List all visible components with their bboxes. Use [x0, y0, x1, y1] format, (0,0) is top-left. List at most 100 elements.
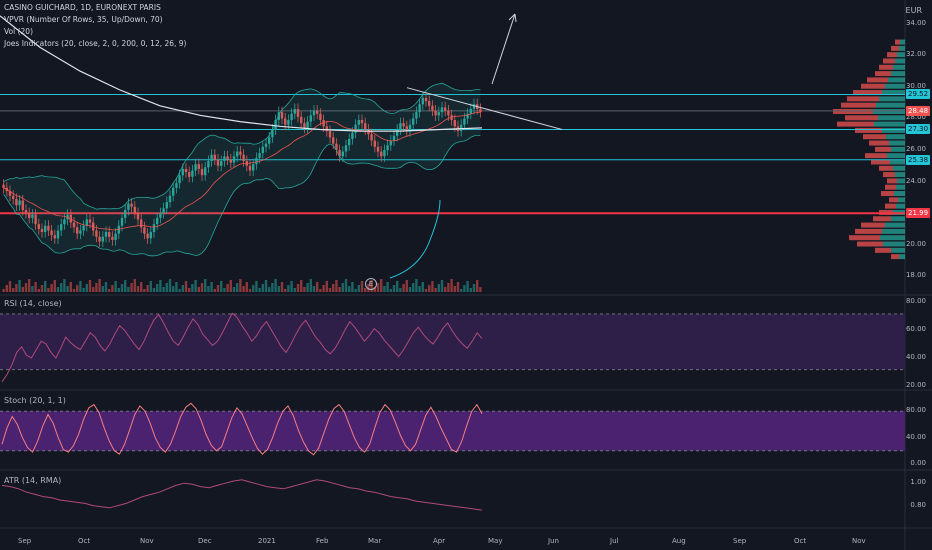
volume-bar: [82, 288, 85, 292]
volume-bar: [79, 281, 82, 292]
volume-bar: [50, 284, 53, 292]
candle-body: [152, 224, 156, 233]
candle-body: [63, 219, 66, 225]
volume-bar: [261, 284, 264, 292]
candle-body: [328, 131, 332, 138]
volume-bar: [351, 282, 354, 292]
candle-body: [85, 219, 88, 226]
time-axis-label: 2021: [258, 537, 276, 545]
volume-bar: [72, 289, 76, 292]
oscillator-tick-label: 40.00: [905, 353, 926, 361]
volume-bar: [431, 281, 434, 292]
volume-bar: [338, 287, 341, 292]
candle-body: [56, 230, 60, 239]
vpvr-bar-down: [895, 39, 900, 45]
vpvr-bar-up: [876, 102, 905, 108]
vpvr-bar-up: [893, 64, 905, 70]
oscillator-tick-label: 1.00: [910, 478, 926, 487]
indicator-joes[interactable]: Joes Indicators (20, close, 2, 0, 200, 0…: [4, 39, 187, 48]
volume-bar: [309, 279, 312, 292]
bollinger-lower: [3, 135, 481, 257]
volume-bar: [472, 284, 476, 292]
candle-body: [280, 112, 284, 119]
volume-bar: [450, 279, 453, 292]
candle-body: [312, 110, 316, 116]
vpvr-bar-up: [890, 159, 905, 165]
indicator-vpvr[interactable]: VPVR (Number Of Rows, 35, Up/Down, 70): [4, 15, 163, 24]
volume-bar: [239, 279, 242, 292]
time-axis-label: Oct: [794, 537, 807, 545]
volume-bar: [245, 282, 248, 292]
candle-body: [210, 154, 213, 162]
vpvr-bar-up: [874, 121, 905, 127]
rsi-line: [1, 312, 483, 383]
earnings-event-marker[interactable]: E: [365, 278, 377, 290]
volume-bar: [44, 281, 47, 292]
price-tick-label: 24.00: [905, 176, 926, 185]
volume-bar: [373, 287, 376, 292]
candle-body: [424, 97, 428, 102]
vpvr-bar-down: [879, 64, 893, 70]
volume-bar: [188, 288, 191, 292]
candle-body: [172, 187, 175, 196]
stoch-pane-title[interactable]: Stoch (20, 1, 1): [4, 396, 66, 405]
volume-bar: [111, 285, 114, 292]
candle-body: [434, 110, 437, 116]
candle-body: [268, 137, 271, 144]
time-axis-label: Feb: [316, 537, 329, 545]
vpvr-bar-down: [883, 58, 895, 64]
oscillator-tick-label: 20.00: [905, 381, 926, 389]
vpvr-bar-down: [855, 228, 882, 234]
candle-body: [76, 227, 79, 234]
volume-bar: [424, 289, 428, 292]
candle-body: [290, 113, 293, 121]
volume-bar: [223, 288, 226, 292]
candle-body: [348, 138, 351, 146]
candle-body: [184, 168, 188, 173]
volume-bar: [357, 285, 360, 292]
vpvr-bar-down: [869, 140, 889, 146]
candle-body: [168, 195, 172, 203]
volume-bar: [268, 287, 271, 292]
candle-body: [354, 124, 357, 133]
volume-bar: [322, 285, 325, 292]
vpvr-bar-up: [879, 96, 905, 102]
price-level-badge: 21.99: [906, 208, 931, 219]
vpvr-bar-down: [891, 45, 899, 51]
volume-bar: [88, 280, 92, 292]
candle-body: [146, 233, 149, 239]
candle-body: [213, 154, 216, 160]
candle-body: [95, 230, 98, 237]
volume-bar: [466, 281, 469, 292]
candle-body: [136, 213, 140, 220]
volume-bar: [152, 288, 156, 292]
candle-body: [412, 118, 415, 125]
candle-body: [428, 101, 431, 106]
volume-bar: [402, 284, 405, 292]
volume-bar: [456, 282, 460, 292]
volume-bar: [300, 280, 303, 292]
candle-body: [396, 129, 399, 136]
volume-bar: [175, 282, 178, 292]
indicator-vol[interactable]: Vol (20): [4, 27, 34, 36]
volume-bar: [60, 283, 63, 292]
atr-pane-title[interactable]: ATR (14, RMA): [4, 476, 62, 485]
vpvr-bar-up: [895, 172, 905, 178]
atr-line: [1, 479, 483, 511]
volume-bar: [364, 288, 367, 292]
time-axis-label: May: [488, 537, 503, 545]
candle-body: [98, 236, 101, 242]
volume-bar: [460, 289, 463, 292]
candle-body: [264, 143, 268, 147]
vpvr-bar-down: [885, 184, 896, 190]
volume-bar: [184, 281, 188, 292]
candle-body: [50, 230, 53, 236]
volume-bar: [476, 280, 479, 292]
volume-bar: [437, 284, 440, 292]
candle-body: [444, 107, 447, 111]
volume-bar: [316, 282, 319, 292]
volume-bar: [178, 289, 181, 292]
rsi-pane-title[interactable]: RSI (14, close): [4, 299, 62, 308]
volume-bar: [293, 288, 296, 292]
